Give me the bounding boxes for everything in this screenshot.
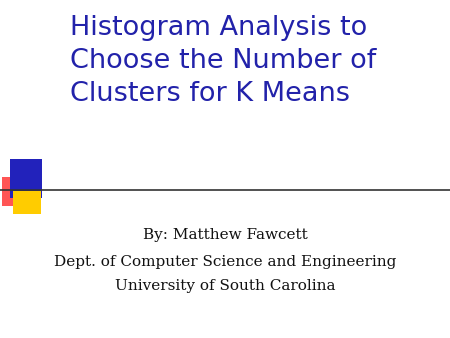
Text: Histogram Analysis to
Choose the Number of
Clusters for K Means: Histogram Analysis to Choose the Number … <box>70 15 376 107</box>
Text: University of South Carolina: University of South Carolina <box>115 279 335 293</box>
Text: Dept. of Computer Science and Engineering: Dept. of Computer Science and Engineerin… <box>54 255 396 269</box>
Bar <box>13 191 40 214</box>
Bar <box>2 177 25 206</box>
Bar <box>10 159 42 198</box>
Text: By: Matthew Fawcett: By: Matthew Fawcett <box>143 228 307 242</box>
